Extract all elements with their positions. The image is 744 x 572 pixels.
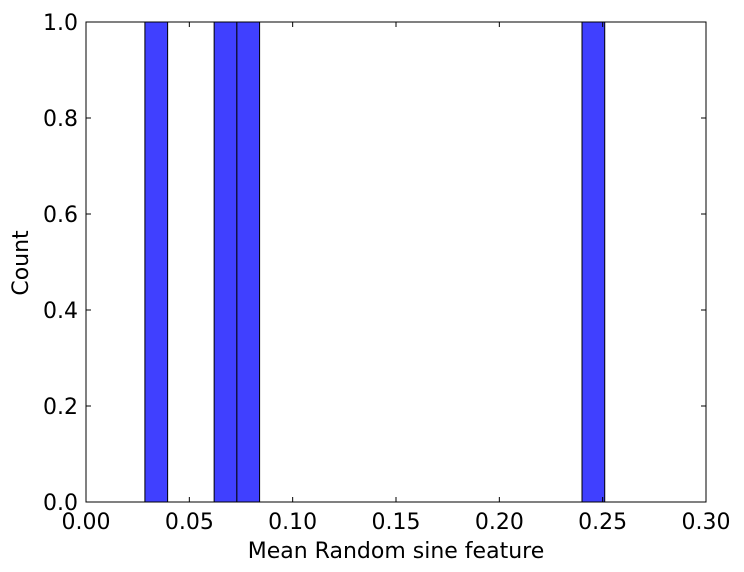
- histogram-bar-3: [236, 21, 261, 503]
- plot-frame: [85, 21, 707, 503]
- x-tick-label: 0.20: [475, 510, 524, 535]
- x-tick-label: 0.25: [578, 510, 627, 535]
- y-tick-label: 0.6: [43, 203, 78, 228]
- x-tick-label: 0.00: [62, 510, 111, 535]
- ticks-group: [85, 21, 707, 503]
- y-tick-label: 0.4: [43, 299, 78, 324]
- y-tick-label: 0.0: [43, 491, 78, 516]
- x-tick-label: 0.10: [268, 510, 317, 535]
- x-tick-label: 0.30: [682, 510, 731, 535]
- histogram-bar-1: [144, 21, 169, 503]
- x-tick-label: 0.05: [165, 510, 214, 535]
- bars-group: [144, 21, 606, 503]
- y-tick-label: 0.8: [43, 107, 78, 132]
- histogram-bar-4: [581, 21, 606, 503]
- y-tick-label: 1.0: [43, 11, 78, 36]
- tick-labels-group: 0.00 0.05 0.10 0.15 0.20 0.25 0.30 0.0 0.2 0.4 0.6…: [43, 11, 730, 535]
- x-axis-label: Mean Random sine feature: [248, 539, 544, 564]
- histogram-bar-2: [213, 21, 238, 503]
- y-tick-label: 0.2: [43, 395, 78, 420]
- y-axis-label: Count: [9, 230, 34, 296]
- x-tick-label: 0.15: [372, 510, 421, 535]
